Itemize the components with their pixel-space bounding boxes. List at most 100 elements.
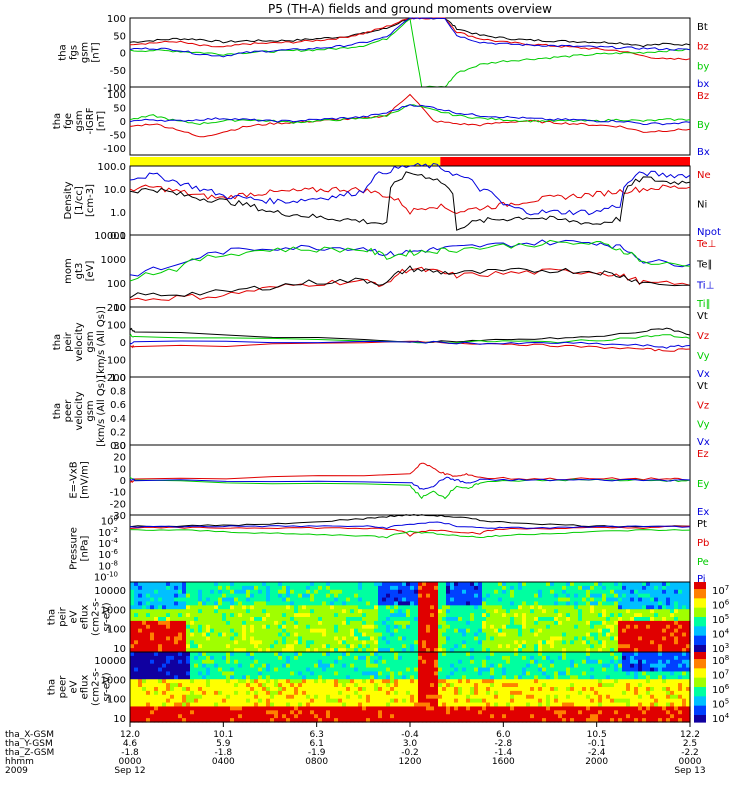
heatmap-cell xyxy=(198,632,203,638)
heatmap-cell xyxy=(258,589,263,595)
heatmap-cell xyxy=(354,582,359,587)
heatmap-cell xyxy=(646,640,651,645)
heatmap-cell xyxy=(342,605,347,610)
heatmap-cell xyxy=(394,694,399,700)
heatmap-cell xyxy=(170,710,175,715)
heatmap-cell xyxy=(278,632,283,638)
heatmap-cell xyxy=(218,601,223,606)
heatmap-cell xyxy=(270,652,275,657)
heatmap-cell xyxy=(482,710,487,715)
heatmap-cell xyxy=(574,683,579,688)
heatmap-cell xyxy=(498,585,503,591)
heatmap-cell xyxy=(358,624,363,630)
heatmap-cell xyxy=(338,620,343,626)
heatmap-cell xyxy=(190,683,195,688)
heatmap-cell xyxy=(406,593,411,599)
heatmap-cell xyxy=(618,679,623,684)
heatmap-cell xyxy=(486,624,491,630)
heatmap-cell xyxy=(542,605,547,610)
heatmap-cell xyxy=(150,714,155,719)
heatmap-cell xyxy=(238,702,243,708)
heatmap-cell xyxy=(278,582,283,587)
heatmap-cell xyxy=(442,582,447,587)
heatmap-cell xyxy=(454,632,459,638)
heatmap-cell xyxy=(258,667,263,673)
heatmap-cell xyxy=(494,628,499,634)
heatmap-cell xyxy=(334,710,339,715)
heatmap-cell xyxy=(538,706,543,711)
heatmap-cell xyxy=(134,624,139,630)
heatmap-cell xyxy=(514,675,519,680)
heatmap-cell xyxy=(470,582,475,587)
heatmap-cell xyxy=(378,620,383,626)
heatmap-cell xyxy=(562,652,567,657)
heatmap-cell xyxy=(602,628,607,634)
heatmap-cell xyxy=(326,605,331,610)
heatmap-cell xyxy=(526,702,531,708)
heatmap-cell xyxy=(442,710,447,715)
heatmap-cell xyxy=(594,690,599,696)
heatmap-cell xyxy=(538,593,543,599)
heatmap-cell xyxy=(442,694,447,700)
heatmap-cell xyxy=(446,714,451,719)
heatmap-cell xyxy=(374,675,379,680)
heatmap-cell xyxy=(522,714,527,719)
heatmap-cell xyxy=(150,706,155,711)
heatmap-cell xyxy=(258,687,263,692)
heatmap-cell xyxy=(602,671,607,676)
heatmap-cell xyxy=(570,698,575,704)
efield-ylabel-line: [mV/m] xyxy=(80,461,91,499)
heatmap-cell xyxy=(366,617,371,622)
heatmap-cell xyxy=(262,585,267,591)
heatmap-cell xyxy=(498,605,503,610)
heatmap-cell xyxy=(482,601,487,606)
heatmap-cell xyxy=(198,605,203,610)
heatmap-cell xyxy=(294,690,299,696)
heatmap-cell xyxy=(234,582,239,587)
heatmap-cell xyxy=(542,585,547,591)
heatmap-cell xyxy=(158,702,163,708)
heatmap-cell xyxy=(610,675,615,680)
heatmap-cell xyxy=(258,636,263,641)
heatmap-cell xyxy=(666,613,671,618)
heatmap-cell xyxy=(138,706,143,711)
heatmap-cell xyxy=(314,710,319,715)
heatmap-cell xyxy=(570,687,575,692)
heatmap-cell xyxy=(318,632,323,638)
heatmap-cell xyxy=(222,640,227,645)
heatmap-cell xyxy=(546,624,551,630)
heatmap-cell xyxy=(182,698,187,704)
heatmap-cell xyxy=(618,698,623,704)
heatmap-cell xyxy=(202,698,207,704)
heatmap-cell xyxy=(578,589,583,595)
heatmap-cell xyxy=(474,679,479,684)
heatmap-cell xyxy=(490,605,495,610)
heatmap-cell xyxy=(202,687,207,692)
heatmap-cell xyxy=(546,648,551,653)
heatmap-cell xyxy=(182,632,187,638)
heatmap-cell xyxy=(606,624,611,630)
heatmap-cell xyxy=(162,655,167,661)
heatmap-cell xyxy=(370,585,375,591)
heatmap-cell xyxy=(330,648,335,653)
heatmap-cell xyxy=(558,617,563,622)
heatmap-cell xyxy=(522,679,527,684)
heatmap-cell xyxy=(170,671,175,676)
heatmap-cell xyxy=(154,718,159,723)
y-tick-label: 0.2 xyxy=(110,427,126,438)
heatmap-cell xyxy=(162,679,167,684)
heatmap-cell xyxy=(298,710,303,715)
heatmap-cell xyxy=(210,698,215,704)
heatmap-cell xyxy=(262,605,267,610)
heatmap-cell xyxy=(306,620,311,626)
heatmap-cell xyxy=(434,667,439,673)
heatmap-cell xyxy=(486,597,491,603)
heatmap-cell xyxy=(674,585,679,591)
heatmap-cell xyxy=(370,624,375,630)
heatmap-cell xyxy=(366,582,371,587)
colorbar-cell xyxy=(694,610,706,613)
heatmap-cell xyxy=(594,706,599,711)
heatmap-cell xyxy=(314,644,319,649)
heatmap-cell xyxy=(546,710,551,715)
heatmap-cell xyxy=(206,605,211,610)
